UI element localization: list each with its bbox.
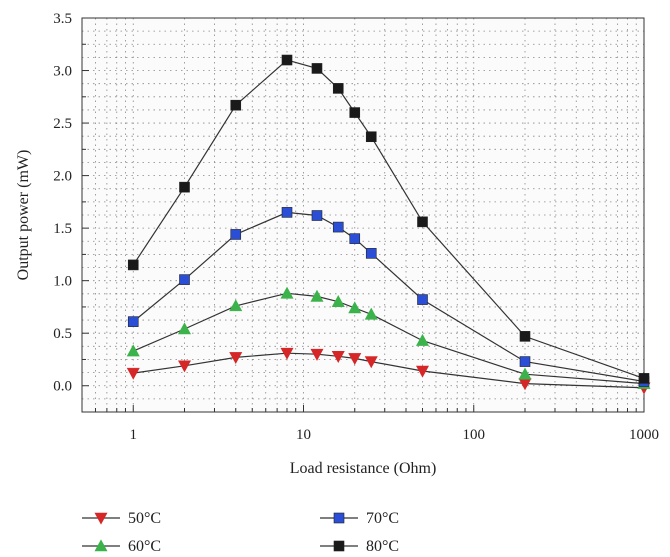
y-tick-label: 3.5 bbox=[53, 11, 72, 27]
data-point bbox=[417, 216, 428, 228]
data-point bbox=[364, 307, 378, 320]
data-point bbox=[415, 333, 430, 346]
series-4 bbox=[127, 54, 650, 384]
data-point bbox=[179, 274, 190, 285]
x-tick-label: 100 bbox=[463, 427, 486, 443]
y-tick-label: 0.5 bbox=[53, 326, 72, 342]
y-tick-label: 1.5 bbox=[53, 221, 72, 237]
data-point bbox=[127, 316, 139, 327]
data-point bbox=[230, 229, 242, 240]
axis-ticks: 1 10 100 1000 0.0 0.5 1.0 1.5 2.0 2.5 3.0 3.5 bbox=[53, 11, 659, 443]
legend-marker bbox=[333, 512, 345, 524]
data-point bbox=[638, 373, 650, 384]
data-point bbox=[311, 63, 323, 74]
legend-item: 70°C bbox=[320, 510, 399, 527]
data-point bbox=[364, 356, 378, 369]
y-tick-label: 2.5 bbox=[53, 116, 72, 132]
data-point bbox=[349, 107, 361, 118]
x-tick-label: 10 bbox=[296, 427, 311, 443]
data-point bbox=[127, 259, 139, 271]
data-point bbox=[365, 248, 377, 259]
legend-label: 80°C bbox=[366, 538, 399, 555]
data-point bbox=[230, 99, 242, 111]
legend-label: 70°C bbox=[366, 510, 399, 527]
y-axis-title: Output power (mW) bbox=[15, 150, 32, 281]
data-point bbox=[126, 344, 140, 357]
data-point bbox=[126, 367, 140, 380]
data-point bbox=[229, 299, 243, 312]
legend-marker bbox=[333, 540, 345, 552]
data-point bbox=[280, 286, 294, 299]
series bbox=[126, 54, 651, 395]
data-point bbox=[177, 322, 192, 335]
legend-label: 50°C bbox=[128, 510, 161, 527]
data-point bbox=[310, 289, 324, 302]
x-tick-label: 1 bbox=[130, 427, 138, 443]
y-tick-label: 1.0 bbox=[53, 274, 72, 290]
data-point bbox=[332, 83, 344, 94]
data-point bbox=[311, 210, 323, 221]
data-point bbox=[310, 348, 324, 361]
legend-label: 60°C bbox=[128, 538, 161, 555]
data-point bbox=[518, 367, 532, 380]
data-point bbox=[349, 233, 361, 244]
data-point bbox=[332, 221, 344, 233]
legend-item: 60°C bbox=[82, 538, 161, 555]
legend-item: 50°C bbox=[82, 510, 161, 527]
plot-frame bbox=[81, 17, 645, 413]
data-point bbox=[519, 331, 531, 342]
data-point bbox=[281, 207, 293, 218]
legend-marker bbox=[94, 512, 108, 525]
y-tick-label: 3.0 bbox=[53, 64, 72, 80]
data-point bbox=[417, 294, 428, 305]
data-point bbox=[229, 352, 243, 364]
data-point bbox=[179, 181, 190, 193]
data-point bbox=[331, 351, 345, 363]
grid bbox=[82, 18, 644, 412]
y-tick-label: 0.0 bbox=[53, 379, 72, 395]
data-point bbox=[331, 295, 345, 307]
data-point bbox=[348, 353, 362, 366]
data-point bbox=[177, 360, 192, 373]
data-point bbox=[365, 131, 377, 143]
legend-item: 80°C bbox=[320, 538, 399, 555]
data-point bbox=[415, 365, 430, 378]
x-axis-title: Load resistance (Ohm) bbox=[290, 460, 437, 477]
data-point bbox=[519, 356, 531, 367]
x-tick-label: 1000 bbox=[629, 427, 659, 443]
data-point bbox=[348, 301, 362, 314]
y-tick-label: 2.0 bbox=[53, 169, 72, 185]
data-point bbox=[281, 54, 293, 66]
legend: 50°C 60°C 70°C 80°C bbox=[82, 510, 399, 555]
data-point bbox=[280, 347, 294, 360]
legend-marker bbox=[94, 539, 108, 552]
